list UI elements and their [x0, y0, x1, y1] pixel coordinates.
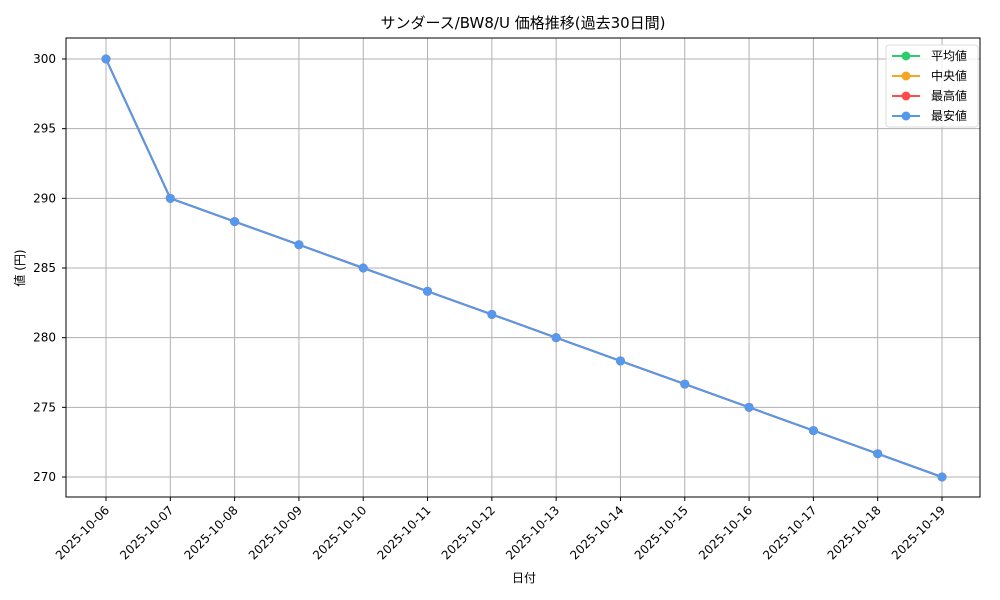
data-point [808, 426, 818, 436]
legend-item: 中央値 [892, 68, 967, 83]
y-tick-label: 300 [33, 52, 56, 66]
x-tick-label: 2025-10-14 [567, 503, 626, 562]
y-tick-label: 290 [33, 191, 56, 205]
data-point [101, 54, 111, 64]
y-axis-ticks: 270 275 280 285 290 295 300 [33, 52, 66, 484]
y-tick-label: 285 [33, 261, 56, 275]
x-tick-label: 2025-10-07 [117, 503, 176, 562]
series-layer [101, 54, 947, 482]
data-point [615, 356, 625, 366]
x-tick-label: 2025-10-10 [310, 503, 369, 562]
legend-label: 最安値 [931, 108, 967, 123]
x-tick-label: 2025-10-17 [760, 503, 819, 562]
data-point [230, 217, 240, 227]
data-point [487, 309, 497, 319]
legend-marker-icon [901, 91, 911, 101]
x-tick-label: 2025-10-06 [53, 503, 112, 562]
data-point [937, 472, 947, 482]
legend-label: 最高値 [931, 88, 967, 103]
grid-lines [66, 38, 980, 497]
chart-title: サンダース/BW8/U 価格推移(過去30日間) [380, 14, 665, 32]
x-axis-ticks: 2025-10-06 2025-10-07 2025-10-08 2025-10-09… [53, 497, 948, 562]
y-tick-label: 280 [33, 331, 56, 345]
legend-item: 最安値 [892, 108, 967, 123]
x-tick-label: 2025-10-16 [696, 503, 755, 562]
legend-marker-icon [901, 51, 911, 61]
legend-label: 中央値 [931, 68, 967, 83]
y-tick-label: 295 [33, 122, 56, 136]
data-point [358, 263, 368, 273]
x-tick-label: 2025-10-11 [374, 503, 433, 562]
x-tick-label: 2025-10-13 [503, 503, 562, 562]
y-tick-label: 275 [33, 400, 56, 414]
data-point [873, 449, 883, 459]
data-point [680, 379, 690, 389]
legend-label: 平均値 [931, 48, 967, 63]
data-point [744, 402, 754, 412]
series-line [105, 58, 943, 478]
data-point [423, 286, 433, 296]
legend-marker-icon [901, 71, 911, 81]
x-tick-label: 2025-10-19 [889, 503, 948, 562]
data-point [165, 193, 175, 203]
x-tick-label: 2025-10-12 [439, 503, 498, 562]
y-tick-label: 270 [33, 470, 56, 484]
x-tick-label: 2025-10-18 [825, 503, 884, 562]
y-axis-label: 値 (円) [12, 249, 27, 286]
x-axis-label: 日付 [512, 571, 536, 585]
legend-item: 平均値 [892, 48, 967, 63]
series-最安値 [101, 54, 947, 482]
x-tick-label: 2025-10-15 [632, 503, 691, 562]
x-tick-label: 2025-10-08 [182, 503, 241, 562]
legend-box [885, 44, 979, 128]
data-point [551, 333, 561, 343]
legend-item: 最高値 [892, 88, 967, 103]
data-point [294, 240, 304, 250]
legend-marker-icon [901, 111, 911, 121]
x-tick-label: 2025-10-09 [246, 503, 305, 562]
